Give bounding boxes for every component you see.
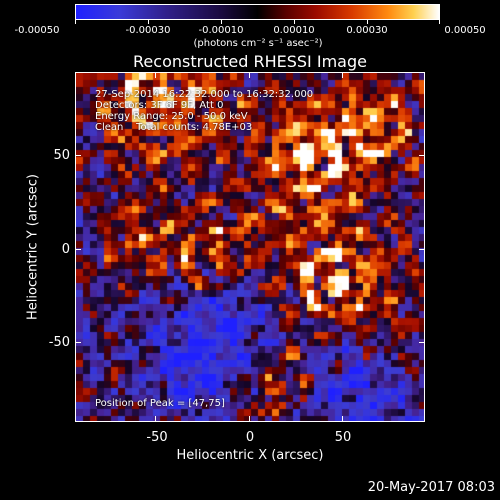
colorbar-tick: [221, 20, 222, 24]
info-time-range: 27-Sep-2014 16:22:32.000 to 16:32:32.000: [95, 89, 314, 100]
x-axis-tick: [249, 416, 250, 422]
colorbar: [75, 4, 440, 20]
y-axis-title: Heliocentric Y (arcsec): [25, 174, 41, 320]
colorbar-tick: [367, 20, 368, 24]
y-axis-tick: [419, 155, 425, 156]
x-tick-label: -50: [146, 430, 168, 445]
colorbar-tick-label: -0.00010: [198, 25, 244, 36]
info-clean-counts: Clean Total counts: 4.78E+03: [95, 122, 253, 133]
x-tick-label: 0: [245, 430, 255, 445]
x-axis-tick: [342, 416, 343, 422]
y-axis-tick: [419, 249, 425, 250]
info-detectors: Detectors: 3F 6F 9F, Att 0: [95, 100, 224, 111]
colorbar-tick: [148, 20, 149, 24]
colorbar-tick-label: 0.00010: [273, 25, 315, 36]
y-tick-label: 0: [61, 242, 70, 257]
x-axis-tick: [155, 72, 156, 78]
y-axis-tick: [75, 342, 81, 343]
colorbar-tick: [75, 20, 76, 24]
x-axis-tick: [155, 416, 156, 422]
colorbar-unit-label: (photons cm⁻² s⁻¹ asec⁻²): [193, 38, 323, 49]
x-axis-title: Heliocentric X (arcsec): [176, 448, 324, 463]
x-tick-label: 50: [334, 430, 352, 445]
colorbar-tick: [439, 20, 440, 24]
y-tick-label: -50: [48, 335, 70, 350]
colorbar-tick: [294, 20, 295, 24]
plot-timestamp: 20-May-2017 08:03: [367, 480, 495, 495]
colorbar-tick-label: -0.00050: [14, 25, 60, 36]
plot-title: Reconstructed RHESSI Image: [133, 52, 367, 71]
rhessi-heatmap-image: [76, 73, 424, 421]
colorbar-tick-label: 0.00030: [346, 25, 388, 36]
info-energy-range: Energy Range: 25.0 - 50.0 keV: [95, 111, 248, 122]
y-axis-tick: [75, 249, 81, 250]
colorbar-tick-label: 0.00050: [444, 25, 486, 36]
x-axis-tick: [342, 72, 343, 78]
image-plot-area: [75, 72, 425, 422]
y-axis-tick: [419, 342, 425, 343]
peak-position-label: Position of Peak = [47,75]: [95, 398, 225, 409]
y-axis-tick: [75, 155, 81, 156]
y-tick-label: 50: [53, 148, 70, 163]
x-axis-tick: [249, 72, 250, 78]
colorbar-tick-label: -0.00030: [125, 25, 171, 36]
